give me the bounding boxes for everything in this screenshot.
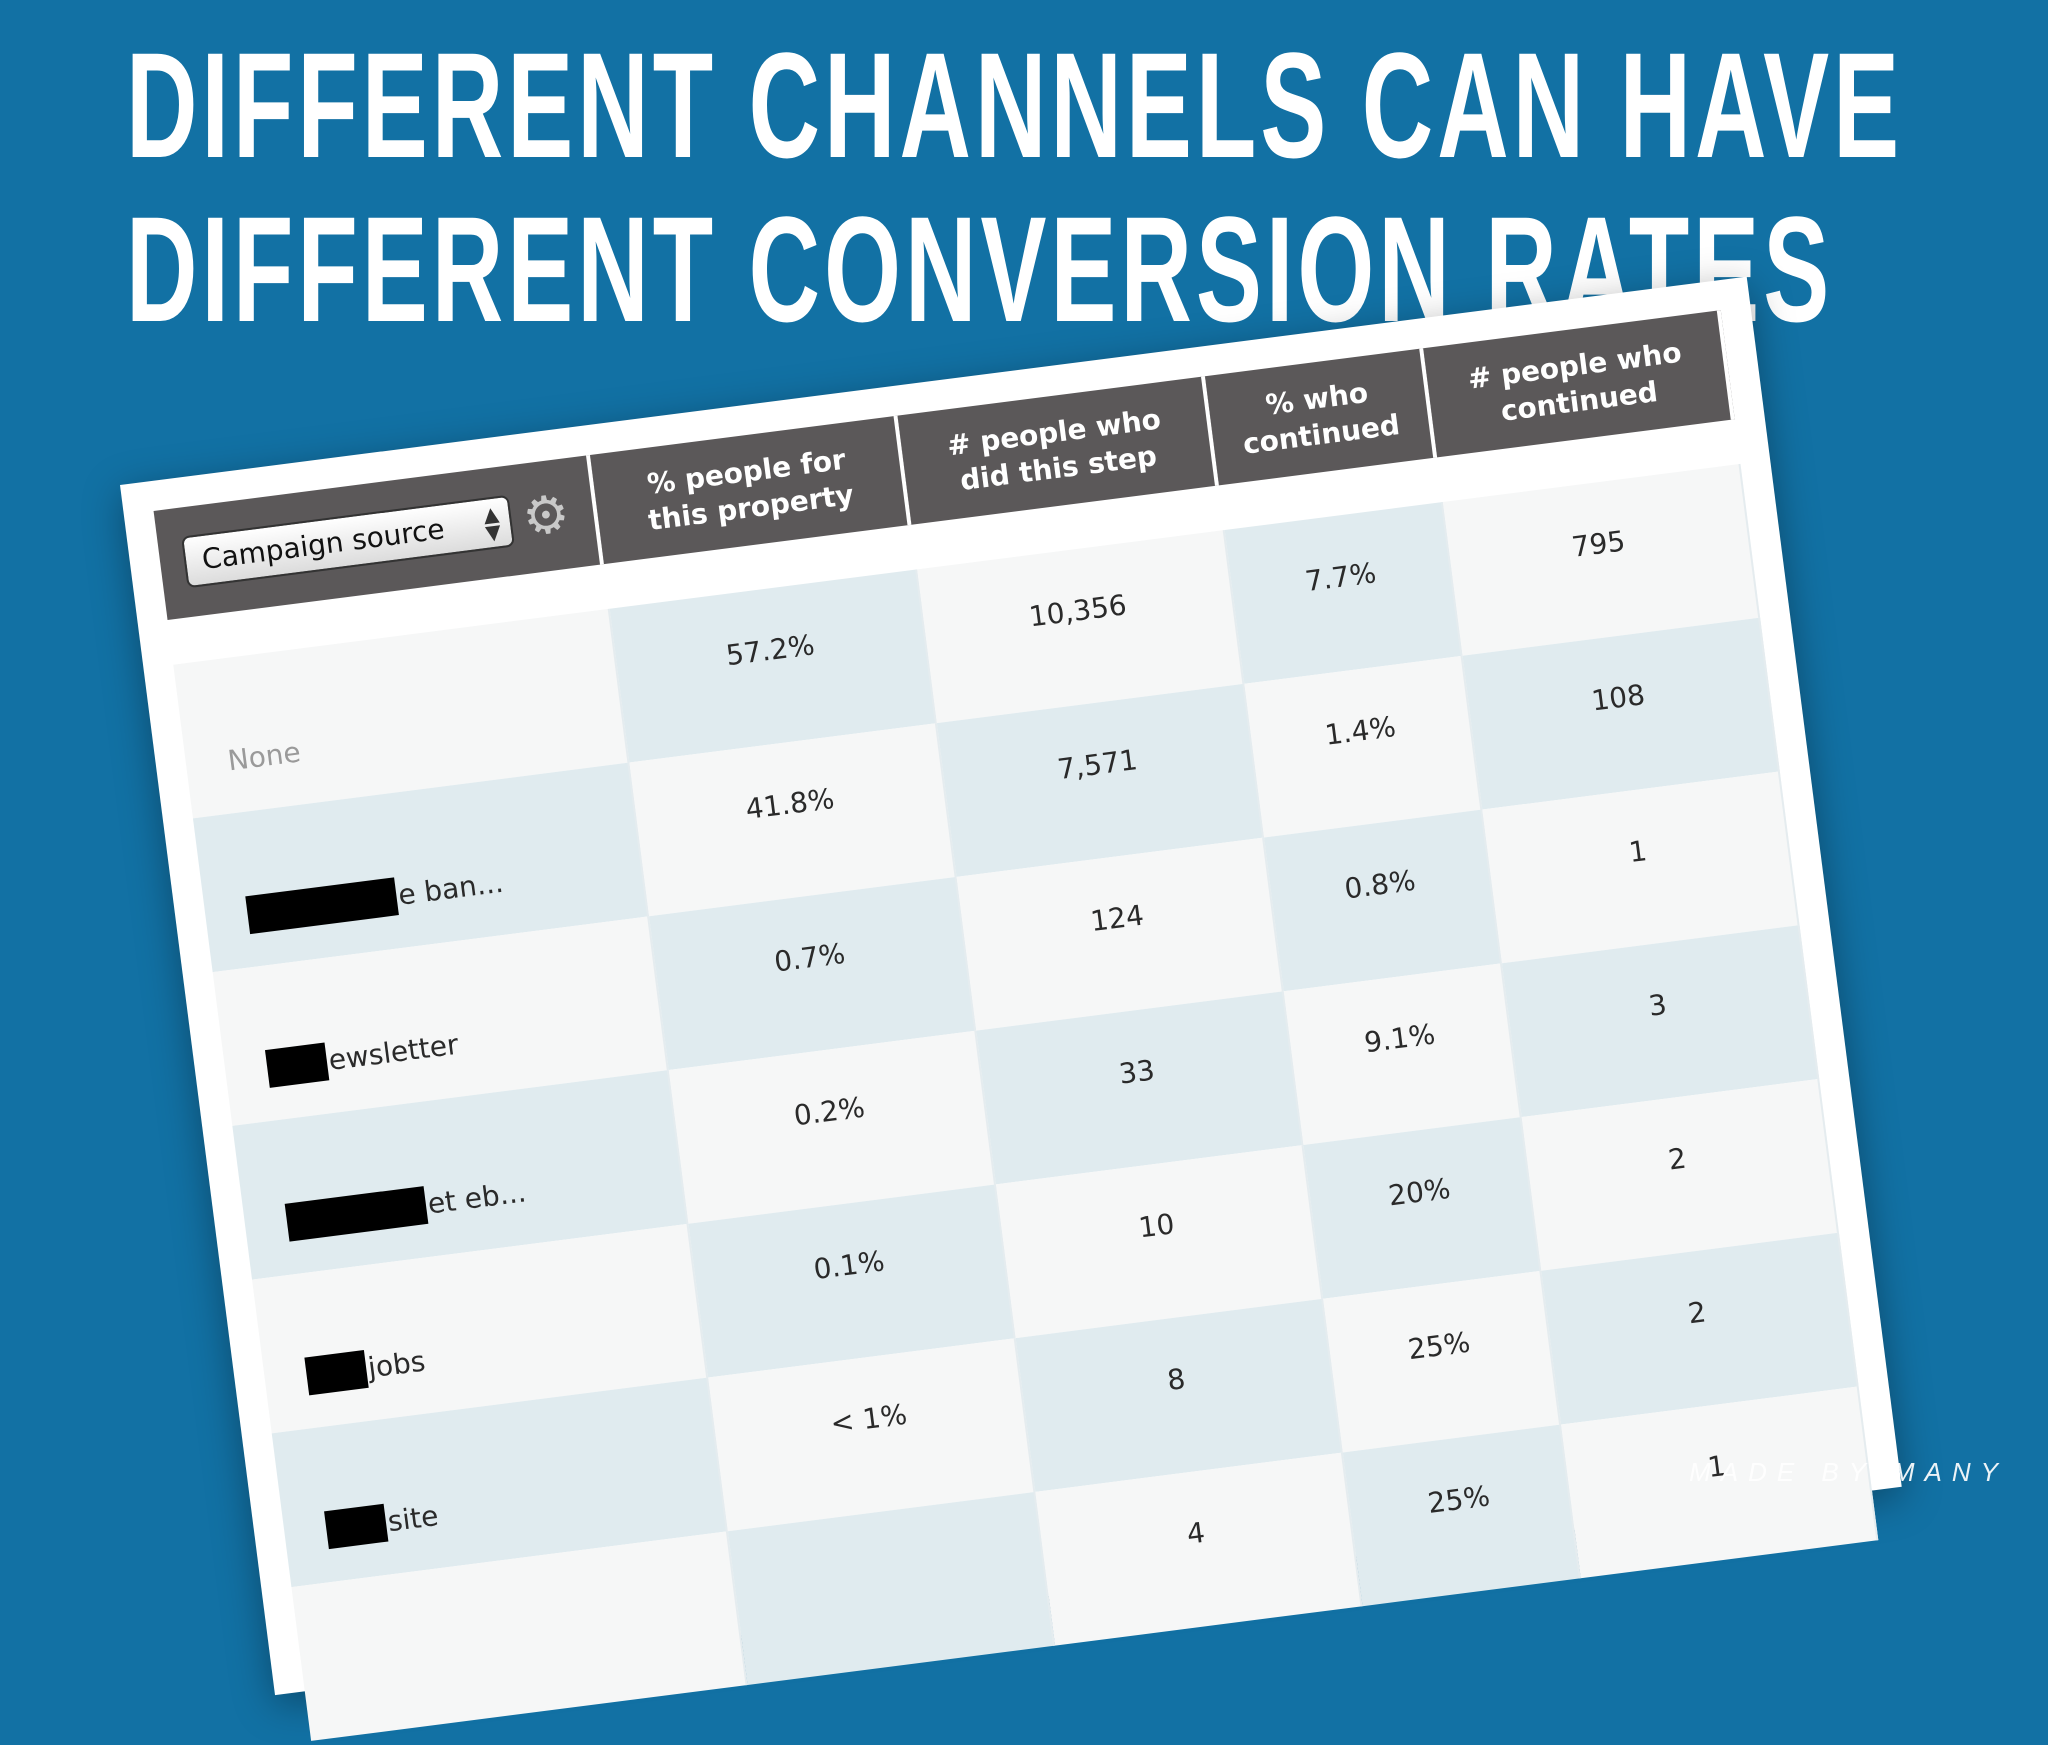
dropdown-label: Campaign source [200,512,447,577]
pct-continued-cell: 1.4% [1244,655,1483,838]
pct-continued-cell: 9.1% [1283,963,1522,1145]
gear-icon[interactable]: ⚙ [519,483,574,549]
table-screenshot-card: Campaign source ▲ ▼ ⚙ % people for this p… [120,276,1902,1741]
source-label: et eb... [425,1175,528,1221]
redaction-bar [245,876,399,934]
slide-title: DIFFERENT CHANNELS CAN HAVE DIFFERENT CO… [126,20,1903,354]
redaction-bar [264,1042,330,1088]
redaction-bar [324,1503,389,1549]
source-label: None [225,735,303,778]
title-line-1: DIFFERENT CHANNELS CAN HAVE [126,21,1904,189]
brand-logo: MADE BY MANY [1689,1457,2008,1487]
source-label: ewsletter [326,1027,461,1077]
conversion-table: Campaign source ▲ ▼ ⚙ % people for this p… [153,310,1879,1741]
pct-continued-cell: 20% [1303,1117,1542,1299]
header-people-did-step[interactable]: # people who did this step [897,376,1219,525]
pct-continued-cell: 25% [1342,1424,1581,1607]
header-people-continued[interactable]: # people who continued [1423,310,1735,458]
redaction-bar [304,1349,369,1395]
header-pct-continued[interactable]: % who continued [1204,348,1438,486]
campaign-source-dropdown[interactable]: Campaign source ▲ ▼ [181,494,515,589]
pct-continued-cell: 7.7% [1224,502,1463,684]
dropdown-arrows-icon: ▲ ▼ [481,501,503,545]
table-header-source: Campaign source ▲ ▼ ⚙ [153,455,604,621]
pct-continued-cell: 0.8% [1264,809,1502,992]
source-label: jobs [366,1344,428,1385]
redaction-bar [284,1185,429,1242]
pct-continued-cell: 25% [1323,1270,1562,1453]
header-pct-property[interactable]: % people for this property [590,415,912,565]
source-label: site [385,1499,441,1539]
source-label: e ban... [396,865,506,912]
